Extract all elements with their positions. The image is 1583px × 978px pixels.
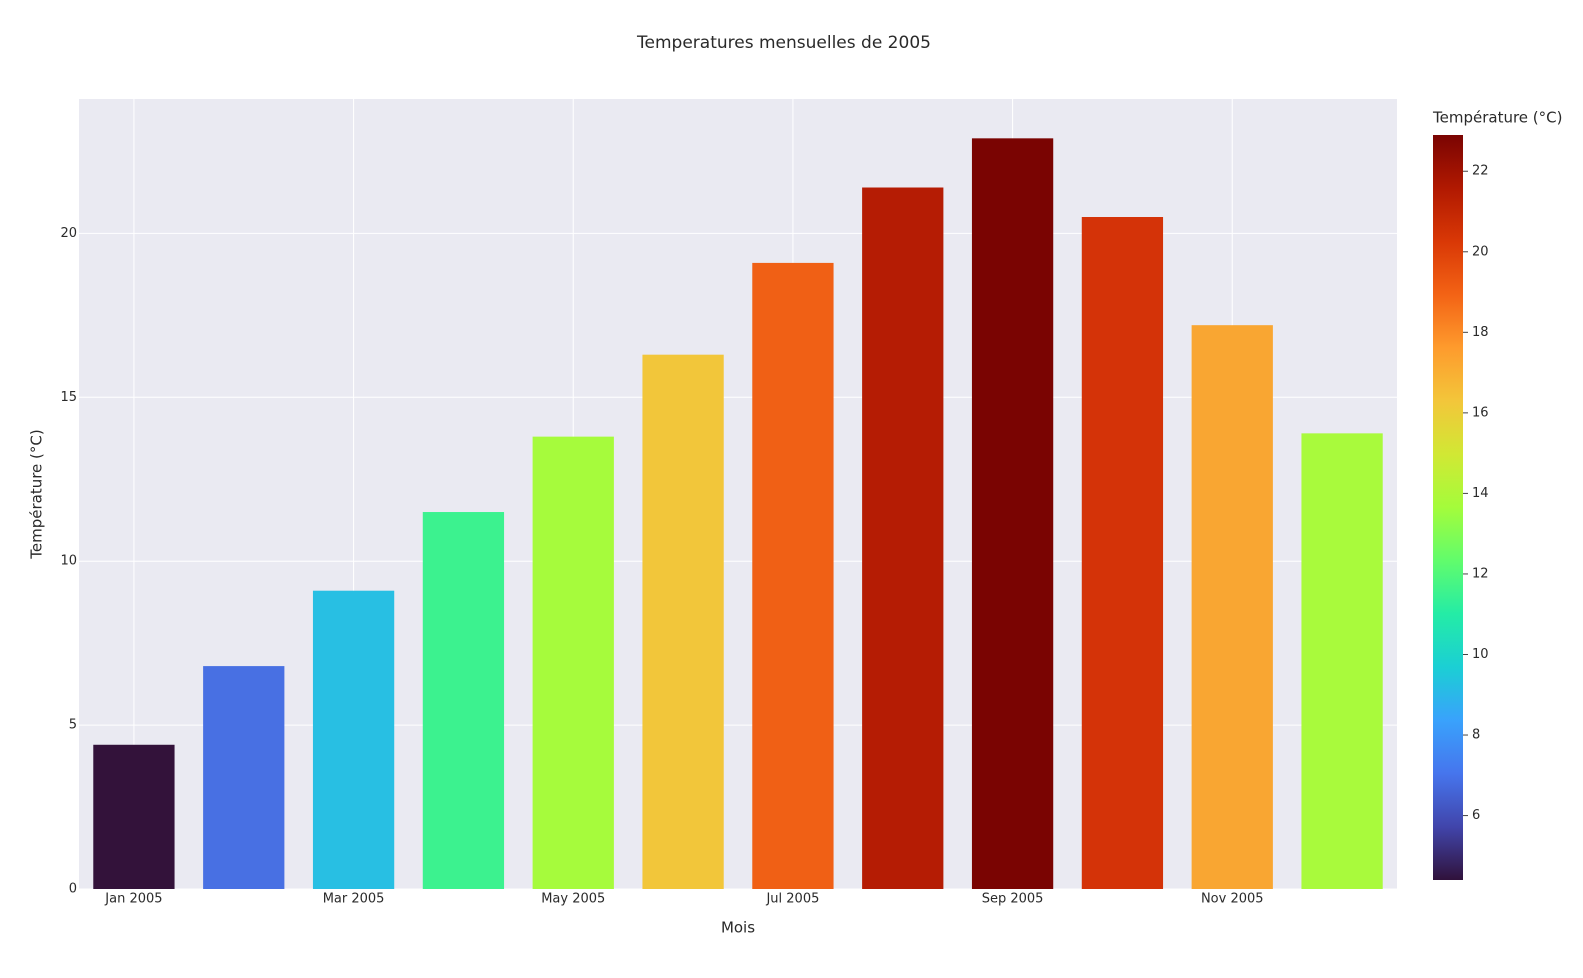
colorbar-tick-label: 8 — [1472, 728, 1480, 743]
x-tick-label: May 2005 — [541, 892, 605, 907]
colorbar-tick-label: 10 — [1472, 647, 1489, 662]
bar — [532, 436, 614, 889]
bar — [203, 666, 285, 889]
x-axis-title: Mois — [721, 919, 755, 937]
y-tick-label: 10 — [60, 554, 77, 569]
bar — [862, 187, 944, 889]
x-tick-label: Sep 2005 — [982, 892, 1044, 907]
chart-title: Temperatures mensuelles de 2005 — [636, 33, 931, 53]
x-tick-label: Mar 2005 — [323, 892, 385, 907]
y-tick-label: 20 — [60, 226, 77, 241]
bar — [1081, 217, 1164, 889]
y-axis-title: Température (°C) — [28, 429, 46, 559]
bar — [422, 512, 505, 889]
colorbar-tick-label: 12 — [1472, 566, 1489, 581]
bar — [752, 262, 834, 890]
x-tick-label: Nov 2005 — [1201, 892, 1264, 907]
x-tick-label: Jan 2005 — [104, 892, 162, 907]
x-tick-label: Jul 2005 — [765, 892, 819, 907]
bar — [971, 138, 1054, 889]
colorbar-tick-label: 22 — [1472, 164, 1489, 179]
colorbar-tick-label: 16 — [1472, 405, 1489, 420]
colorbar-tick-label: 18 — [1472, 325, 1489, 340]
bar — [312, 590, 395, 889]
bar — [1191, 325, 1273, 889]
bar — [93, 744, 175, 889]
colorbar-tick-label: 6 — [1472, 808, 1480, 823]
colorbar — [1433, 135, 1463, 880]
bar — [642, 354, 724, 889]
colorbar-title: Température (°C) — [1432, 109, 1562, 127]
bar — [1301, 433, 1383, 889]
colorbar-tick-label: 20 — [1472, 244, 1489, 259]
colorbar-tick-label: 14 — [1472, 486, 1489, 501]
plot-background — [79, 99, 1397, 889]
y-tick-label: 5 — [69, 718, 77, 733]
y-tick-label: 15 — [60, 390, 77, 405]
y-tick-label: 0 — [69, 882, 77, 897]
